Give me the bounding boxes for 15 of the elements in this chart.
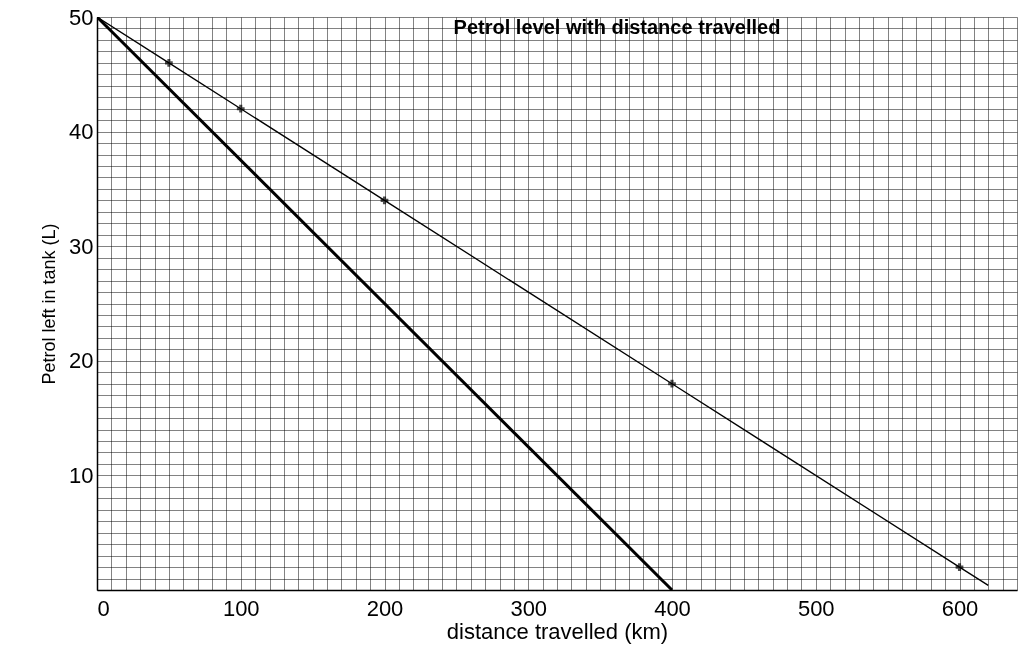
x-tick-label: 500 — [797, 595, 835, 621]
y-tick-label: 20 — [69, 348, 94, 374]
x-tick-label: 300 — [510, 595, 548, 621]
y-tick-label: 30 — [69, 233, 94, 259]
chart-title: Petrol level with distance travelled — [453, 16, 781, 38]
y-tick-label: 10 — [69, 462, 94, 488]
y-tick-label: 40 — [69, 119, 94, 145]
x-axis-title: distance travelled (km) — [446, 618, 669, 644]
x-tick-label: 0 — [97, 595, 110, 621]
x-tick-label: 200 — [366, 595, 404, 621]
x-tick-label: 100 — [222, 595, 260, 621]
x-tick-label: 600 — [941, 595, 979, 621]
y-tick-label: 50 — [69, 4, 94, 30]
y-axis-title: Petrol left in tank (L) — [39, 223, 60, 385]
x-tick-label: 400 — [654, 595, 691, 621]
